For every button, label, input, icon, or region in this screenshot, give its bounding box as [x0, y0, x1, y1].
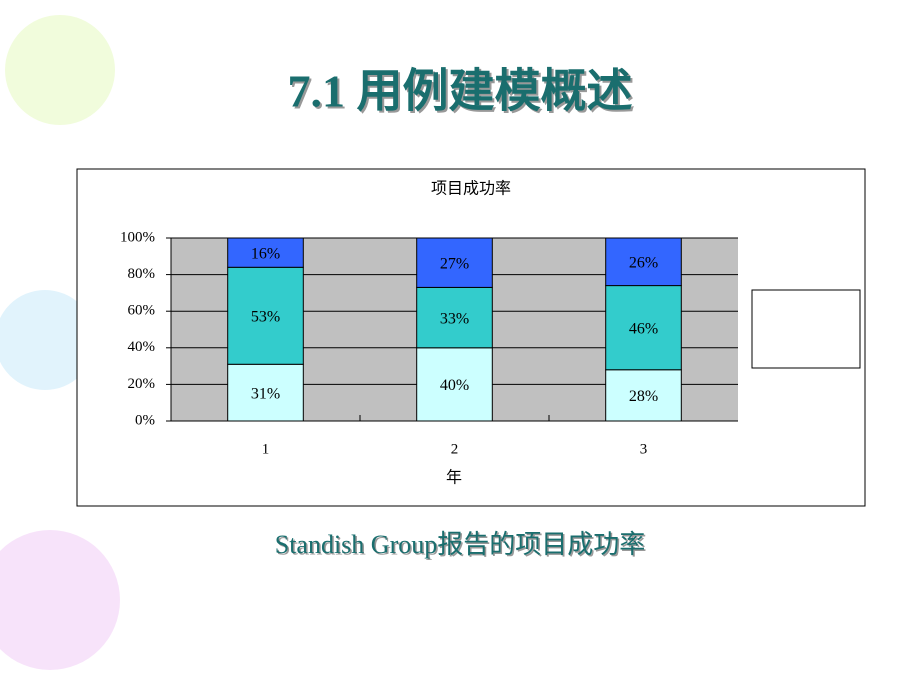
bar-segment — [605, 237, 682, 287]
y-tick-label: 100% — [120, 229, 155, 245]
legend — [751, 289, 861, 369]
chart-title: 项目成功率 — [431, 179, 511, 198]
value-label: 26% — [629, 254, 658, 271]
background-decoration — [0, 15, 120, 670]
value-label: 33% — [440, 310, 469, 327]
balloon — [5, 15, 115, 125]
x-axis-label: 年 — [446, 468, 462, 487]
value-label: 28% — [629, 388, 658, 405]
value-label: 27% — [440, 255, 469, 272]
title-shadow: 7.1 用例建模概述 — [290, 68, 635, 119]
value-label: 16% — [251, 245, 280, 262]
value-label: 31% — [251, 385, 280, 402]
bar-segment — [416, 347, 493, 422]
bar-segment — [416, 237, 493, 288]
x-tick-label: 2 — [451, 441, 459, 457]
bar-segment — [605, 285, 682, 371]
y-tick-label: 0% — [135, 412, 155, 428]
y-tick-label: 80% — [128, 266, 156, 282]
x-tick-label: 3 — [640, 441, 648, 457]
caption: Standish Group报告的项目成功率 — [275, 530, 646, 559]
y-tick-label: 60% — [128, 303, 156, 319]
x-tick-label: 1 — [262, 441, 270, 457]
value-label: 46% — [629, 320, 658, 337]
value-label: 53% — [251, 308, 280, 325]
value-label: 40% — [440, 377, 469, 394]
balloon — [0, 290, 95, 390]
y-tick-label: 40% — [128, 339, 156, 355]
bar-segment — [227, 237, 304, 268]
slide-title: 7.1 用例建模概述 — [288, 66, 633, 117]
bar-segment — [227, 363, 304, 422]
bar-segment — [416, 286, 493, 349]
y-tick-label: 20% — [128, 376, 156, 392]
balloon — [0, 530, 120, 670]
caption-shadow: Standish Group报告的项目成功率 — [276, 531, 647, 560]
bar-segment — [227, 266, 304, 365]
bar-segment — [605, 369, 682, 422]
